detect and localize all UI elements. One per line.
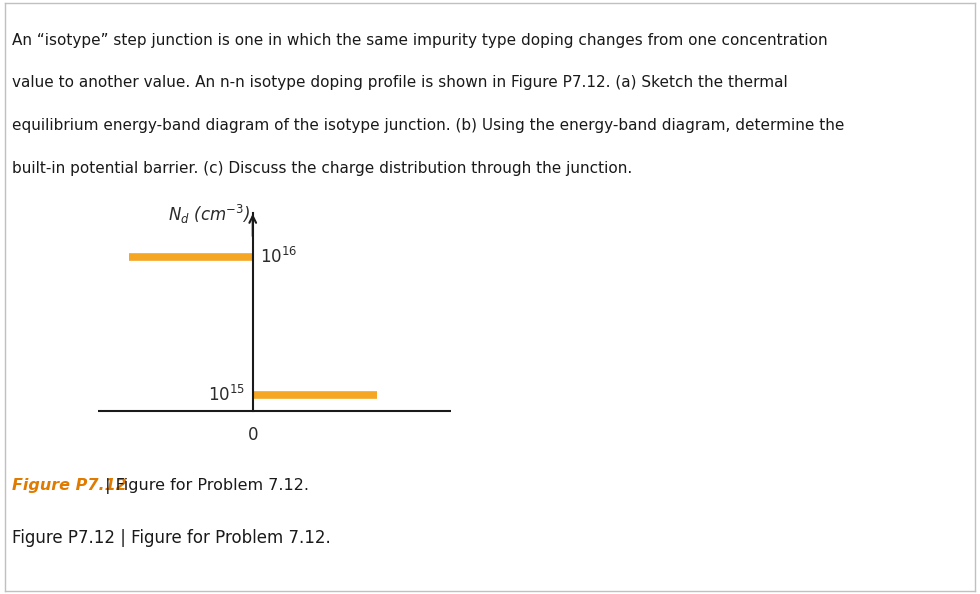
Text: equilibrium energy-band diagram of the isotype junction. (b) Using the energy-ba: equilibrium energy-band diagram of the i… xyxy=(12,118,844,133)
Text: An “isotype” step junction is one in which the same impurity type doping changes: An “isotype” step junction is one in whi… xyxy=(12,33,827,48)
Text: value to another value. An n-n isotype doping profile is shown in Figure P7.12. : value to another value. An n-n isotype d… xyxy=(12,75,788,90)
Text: 0: 0 xyxy=(248,426,258,444)
Text: 10$^{15}$: 10$^{15}$ xyxy=(208,386,245,405)
Text: built-in potential barrier. (c) Discuss the charge distribution through the junc: built-in potential barrier. (c) Discuss … xyxy=(12,161,632,176)
Text: $N_d$ (cm$^{-3}$): $N_d$ (cm$^{-3}$) xyxy=(168,203,250,226)
Text: Figure P7.12: Figure P7.12 xyxy=(12,478,126,493)
Text: | Figure for Problem 7.12.: | Figure for Problem 7.12. xyxy=(100,478,309,494)
Text: 10$^{16}$: 10$^{16}$ xyxy=(260,247,298,267)
Text: Figure P7.12 | Figure for Problem 7.12.: Figure P7.12 | Figure for Problem 7.12. xyxy=(12,529,330,546)
